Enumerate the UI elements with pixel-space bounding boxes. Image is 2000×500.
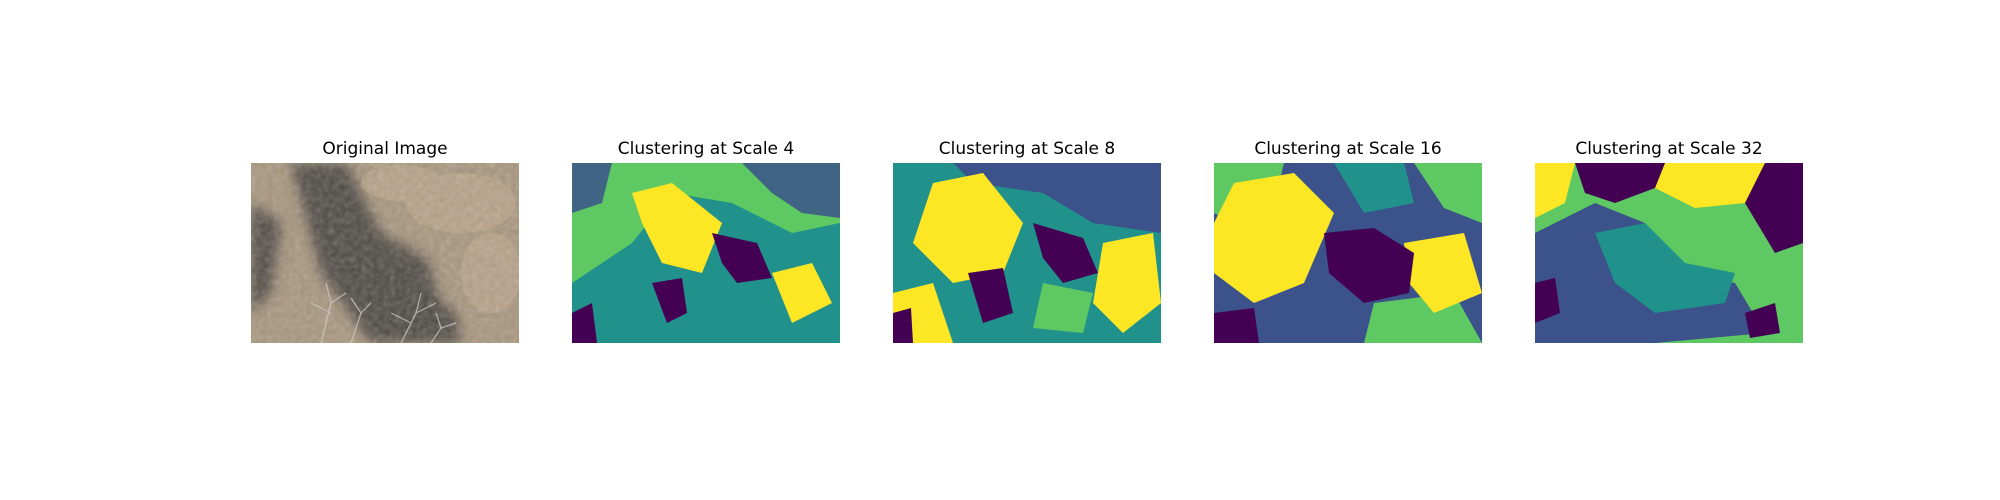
panel-scale-16: Clustering at Scale 16 <box>1214 139 1482 343</box>
panel-title: Original Image <box>322 139 448 159</box>
panel-title: Clustering at Scale 16 <box>1254 139 1442 159</box>
panel-scale-4: Clustering at Scale 4 <box>572 139 840 343</box>
panel-scale-32: Clustering at Scale 32 <box>1535 139 1803 343</box>
panel-title: Clustering at Scale 8 <box>938 139 1116 159</box>
cluster-map-scale-8 <box>893 163 1161 343</box>
original-image <box>251 163 519 343</box>
panel-scale-8: Clustering at Scale 8 <box>893 139 1161 343</box>
cluster-map-scale-4 <box>572 163 840 343</box>
panel-title: Clustering at Scale 4 <box>617 139 795 159</box>
panel-original: Original Image <box>251 139 519 343</box>
panel-title: Clustering at Scale 32 <box>1575 139 1763 159</box>
cluster-map-scale-16 <box>1214 163 1482 343</box>
cluster-map-scale-32 <box>1535 163 1803 343</box>
